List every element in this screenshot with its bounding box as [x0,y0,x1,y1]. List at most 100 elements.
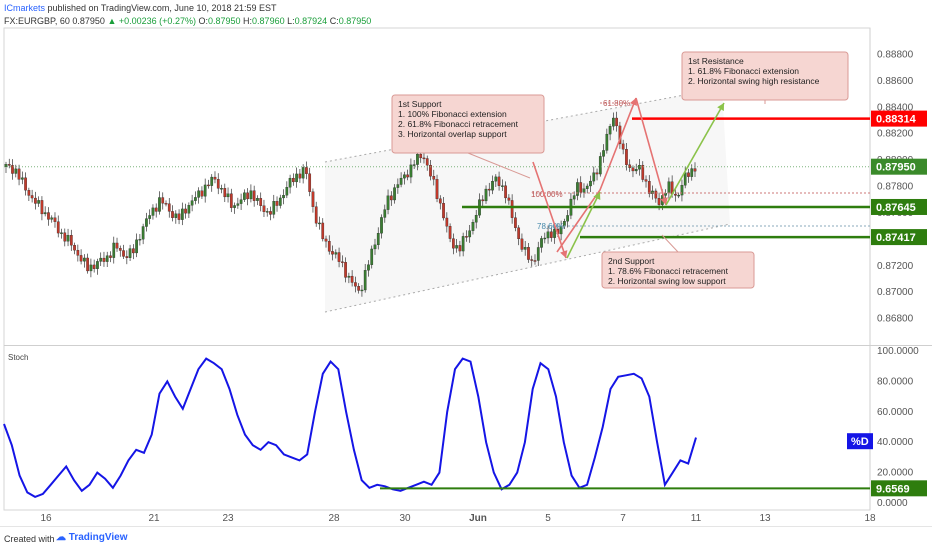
open-label: O: [198,16,208,26]
symbol-label[interactable]: FX:EURGBP, 60 [4,16,70,26]
candle-body [425,158,429,166]
candle-body [514,217,517,228]
candle-body [216,179,220,189]
candle-body [589,180,592,187]
candle-body [311,191,315,207]
candle-body [667,181,671,194]
candle-body [246,192,249,200]
fib-label: 78.60% [537,222,564,231]
low-value: 0.87924 [294,16,328,26]
candle-body [40,200,44,215]
annotation-box [391,94,545,154]
stoch-tick-label: 100.0000 [877,346,919,357]
candle-body [53,217,57,222]
candle-body [327,241,331,252]
projection-arrow [556,97,637,253]
chart-canvas[interactable]: 0.868000.870000.872000.874000.876000.878… [0,0,932,526]
stoch-level-tag [871,480,927,497]
candle-body [337,252,341,262]
candle-body [442,202,445,219]
candle-body [115,242,119,249]
candle-body [438,198,442,204]
candle-body [540,238,543,248]
projection-arrow [665,102,725,206]
price-level-tag-label: 0.87417 [876,232,916,244]
candle-body [249,190,253,200]
publisher-brand[interactable]: ICmarkets [4,3,46,13]
candle-body [527,247,530,260]
price-tick-label: 0.87000 [877,287,914,298]
candle-body [187,205,191,214]
candle-body [553,229,556,238]
candle-body [56,221,60,234]
price-level-tag-label: 0.88314 [876,114,917,126]
candle-body [598,156,602,175]
candle-body [154,207,158,212]
annotation-line: 2. 61.8% Fibonacci retracement [398,119,519,129]
candle-body [105,255,109,262]
candle-body [399,177,403,185]
tradingview-logo[interactable]: ☁ TradingView [56,532,128,543]
annotation-title: 2nd Support [608,256,655,266]
candle-body [141,226,145,240]
candle-body [693,168,697,172]
candle-body [148,215,152,219]
candle-body [634,169,638,172]
price-level-tag [871,229,927,246]
time-tick-label: 7 [620,513,626,524]
candle-body [197,190,201,198]
candle-body [471,222,475,231]
candle-body [403,174,406,179]
candle-body [638,165,641,170]
candle-body [285,187,289,196]
candle-body [615,117,618,127]
percent-d-label: %D [851,436,869,448]
arrow-head [660,197,668,205]
candle-body [543,237,547,240]
candle-body [135,239,138,254]
candle-body [265,211,269,213]
candle-body [383,209,387,218]
candle-body [461,236,465,252]
candle-body [592,172,596,182]
candle-body [448,226,452,239]
candle-body [34,197,37,204]
candle-body [200,190,204,197]
candle-body [99,257,103,262]
candle-body [158,197,161,212]
time-tick-label: Jun [469,513,487,524]
candle-body [262,205,266,212]
projection-arrow [532,161,567,259]
candle-body [523,247,527,250]
price-level-tag [871,198,927,215]
candle-body [549,231,553,238]
annotation-line: 3. Horizontal overlap support [398,129,507,139]
candle-body [324,238,328,242]
candle-body [89,264,93,272]
logo-text: TradingView [68,532,128,543]
candle-body [380,217,383,234]
arrow-head [629,98,638,106]
stoch-tick-label: 20.0000 [877,468,914,479]
candle-body [687,172,690,177]
cloud-icon: ☁ [56,532,66,543]
candle-body [27,190,31,196]
price-tick-label: 0.88600 [877,76,914,87]
time-tick-label: 18 [864,513,876,524]
candle-body [579,182,583,193]
candle-body [223,188,227,198]
candle-body [194,197,197,201]
candle-body [419,153,423,159]
candle-body [494,176,498,182]
candle-body [651,190,654,194]
candle-body [272,201,276,215]
candle-body [422,157,426,160]
stoch-tick-label: 80.0000 [877,376,914,387]
candle-body [344,261,347,278]
candle-body [621,143,625,150]
candle-body [465,236,468,238]
candle-body [354,282,357,287]
candle-body [393,187,396,201]
candle-body [275,201,279,206]
fib-label: 61.80% [603,99,630,108]
